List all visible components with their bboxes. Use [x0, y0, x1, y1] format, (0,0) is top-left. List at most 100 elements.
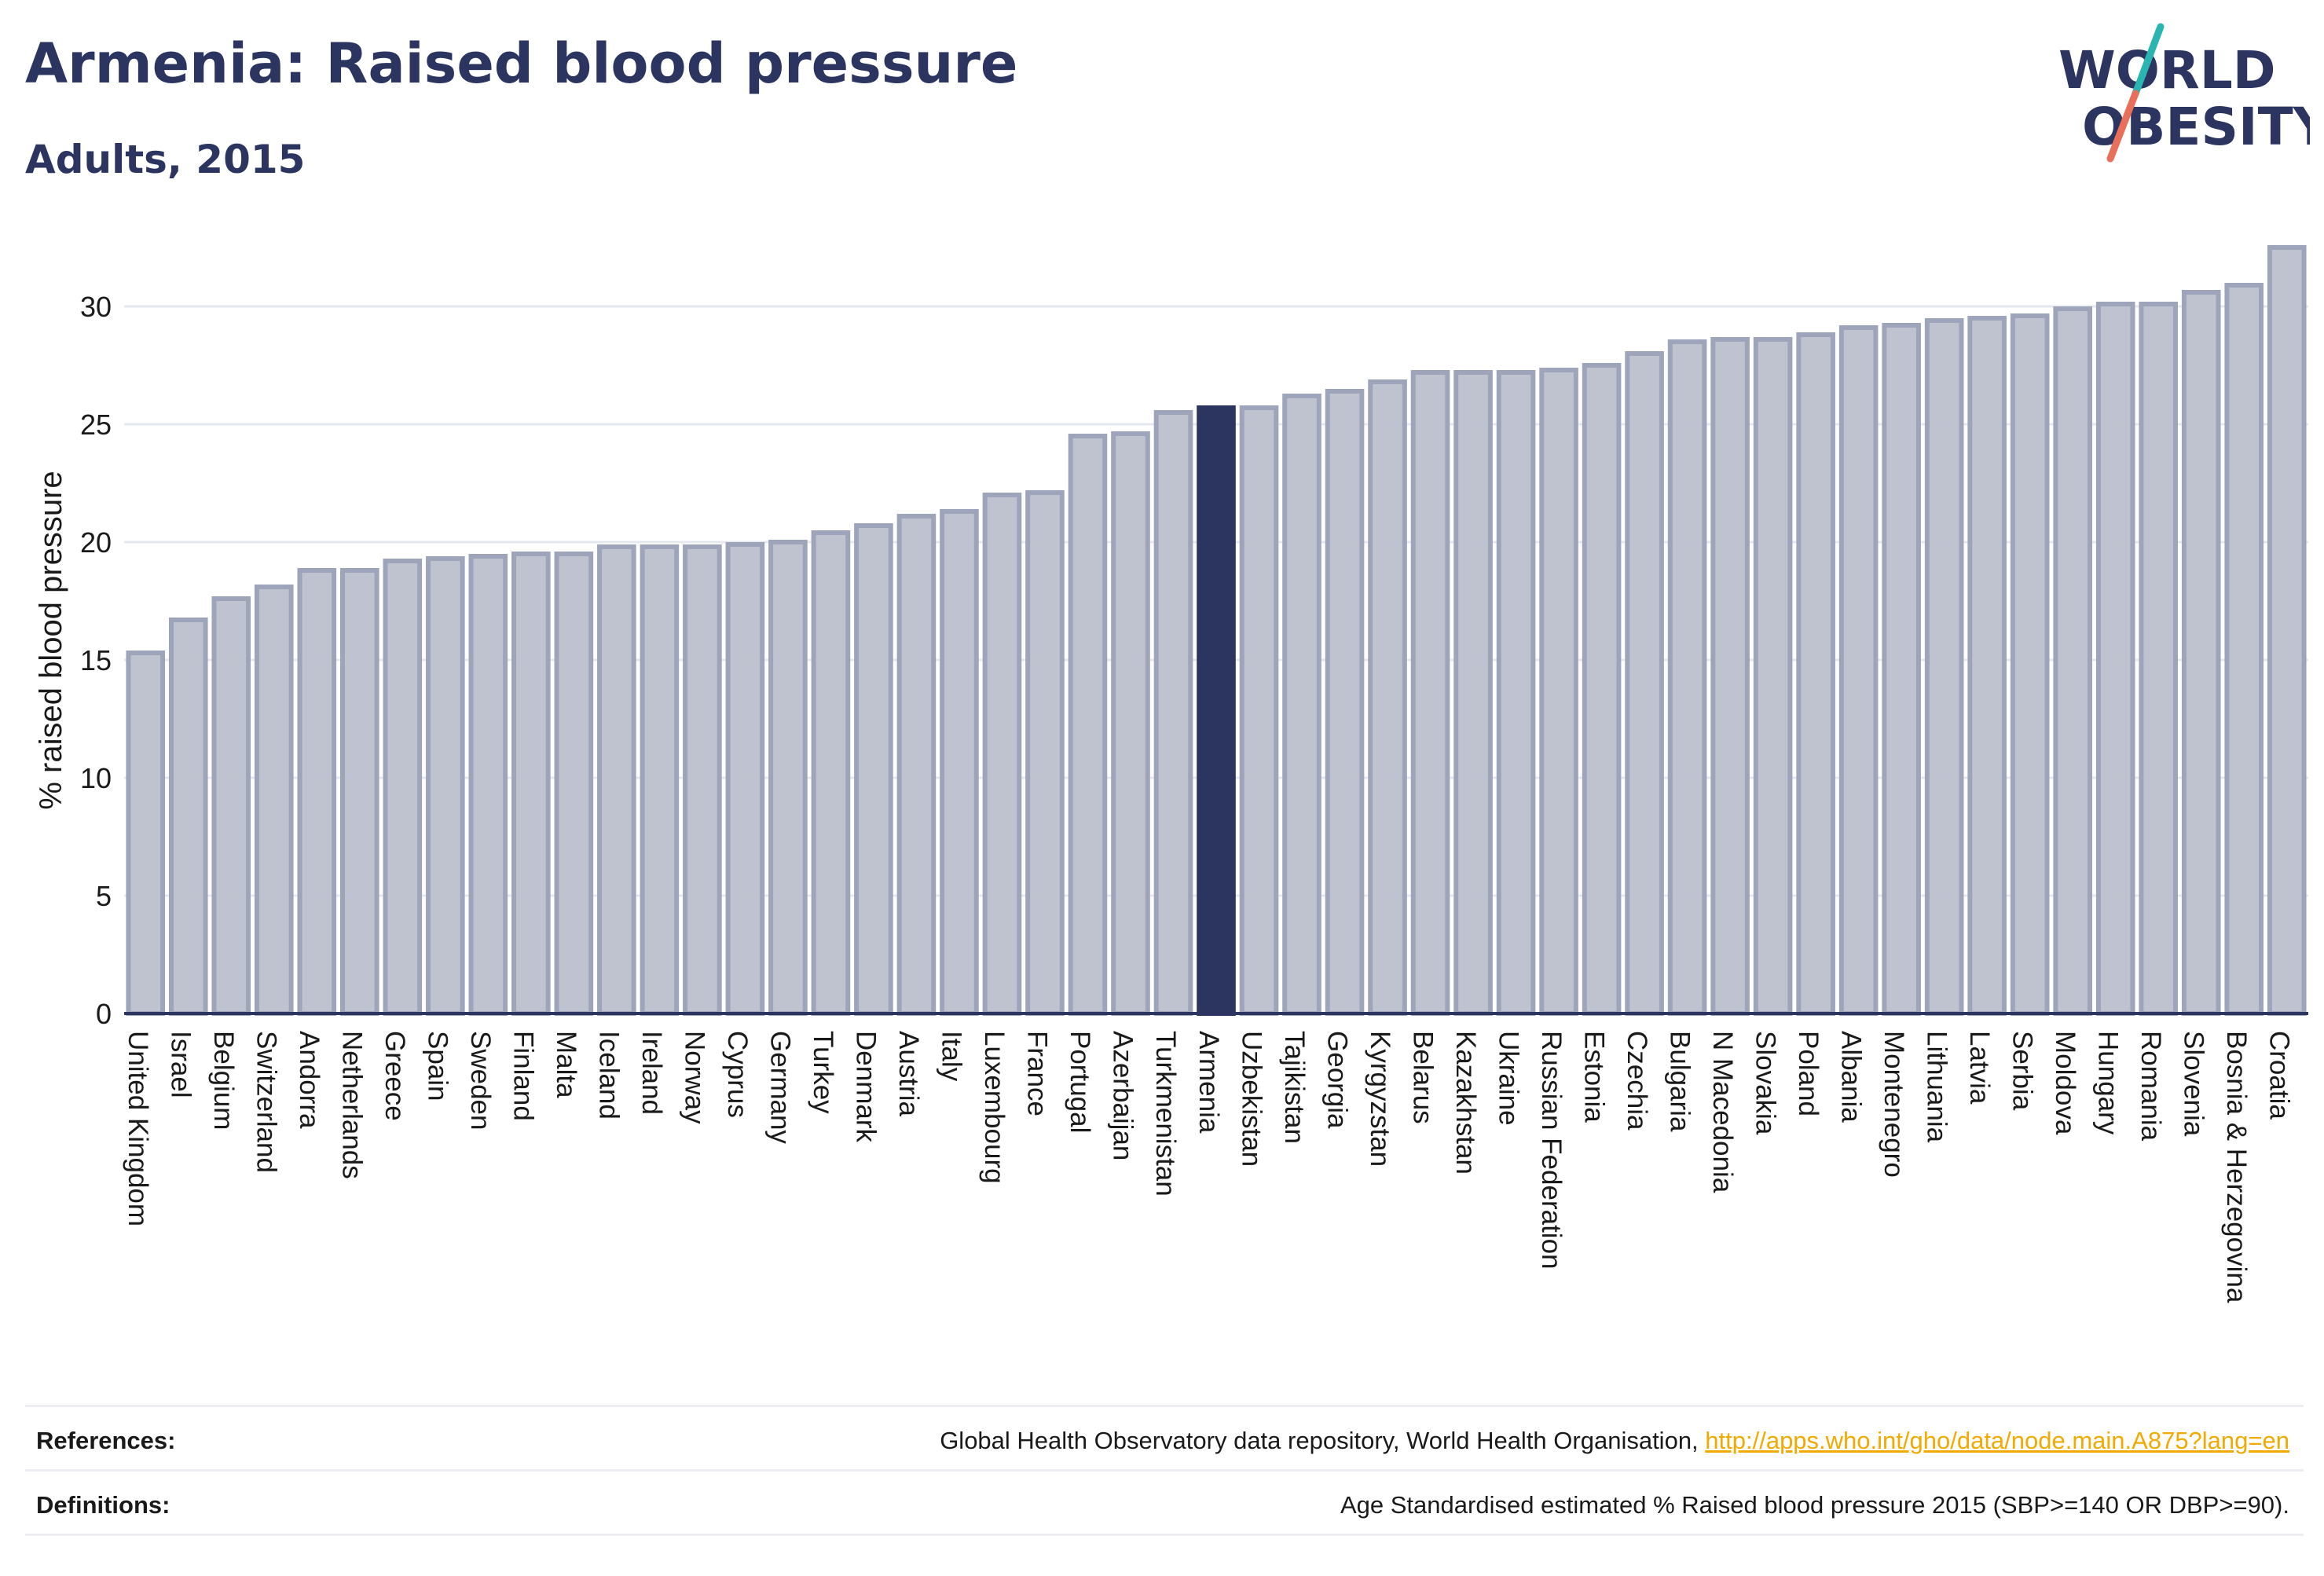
x-tick-label: Switzerland: [251, 1031, 282, 1173]
x-tick-label: Azerbaijan: [1108, 1031, 1138, 1160]
x-tick-label: Italy: [937, 1031, 967, 1082]
bar-turkmenistan[interactable]: [1153, 410, 1193, 1016]
bar-latvia[interactable]: [1967, 316, 2007, 1016]
x-tick-label: Kazakhstan: [1450, 1031, 1481, 1175]
definitions-label: Definitions:: [36, 1491, 170, 1519]
bar-austria[interactable]: [896, 514, 937, 1016]
bar-kazakhstan[interactable]: [1453, 370, 1493, 1016]
references-source: Global Health Observatory data repositor…: [940, 1427, 1706, 1454]
chart-title: Armenia: Raised blood pressure: [25, 31, 1018, 96]
bar-ukraine[interactable]: [1496, 370, 1536, 1016]
bars: [126, 245, 2307, 1016]
bar-italy[interactable]: [940, 509, 979, 1016]
x-tick-label: Austria: [893, 1031, 924, 1116]
bar-georgia[interactable]: [1325, 389, 1365, 1016]
references-text: Global Health Observatory data repositor…: [940, 1427, 2289, 1455]
bar-cyprus[interactable]: [725, 542, 765, 1016]
bar-netherlands[interactable]: [340, 568, 379, 1016]
bar-serbia[interactable]: [2010, 313, 2050, 1016]
bar-iceland[interactable]: [597, 544, 636, 1016]
y-tick-label: 10: [80, 762, 112, 794]
x-tick-label: Poland: [1793, 1031, 1824, 1116]
bar-uzbekistan[interactable]: [1239, 405, 1279, 1016]
bar-tajikistan[interactable]: [1282, 394, 1321, 1016]
x-tick-label: Netherlands: [337, 1031, 368, 1179]
bar-belgium[interactable]: [211, 596, 251, 1016]
bar-israel[interactable]: [168, 618, 208, 1016]
bar-chart: 0 5 10 15 20 25 30 United Kingdom Israel Belgium…: [34, 245, 2308, 1303]
y-tick-label: 15: [80, 644, 112, 676]
bar-moldova[interactable]: [2053, 306, 2092, 1016]
x-tick-labels: United Kingdom Israel Belgium Switzerland An…: [123, 1031, 2294, 1303]
bar-portugal[interactable]: [1068, 434, 1108, 1016]
bar-luxembourg[interactable]: [982, 493, 1022, 1016]
footer-divider-bottom: [25, 1534, 2304, 1536]
x-tick-label: Turkmenistan: [1150, 1031, 1181, 1197]
x-tick-label: Czechia: [1622, 1031, 1652, 1131]
x-tick-label: Andorra: [294, 1031, 324, 1129]
bar-finland[interactable]: [511, 552, 551, 1016]
bar-azerbaijan[interactable]: [1111, 431, 1150, 1016]
x-tick-label: Moldova: [2050, 1031, 2080, 1135]
bar-ireland[interactable]: [640, 544, 680, 1016]
bar-malta[interactable]: [554, 552, 594, 1016]
bar-turkey[interactable]: [811, 530, 851, 1016]
bar-bulgaria[interactable]: [1667, 339, 1707, 1016]
bar-czechia[interactable]: [1625, 351, 1664, 1016]
x-tick-label: Denmark: [851, 1031, 882, 1142]
bar-andorra[interactable]: [297, 568, 337, 1016]
x-tick-label: Tajikistan: [1279, 1031, 1310, 1144]
x-tick-label: Bosnia & Herzegovina: [2221, 1031, 2252, 1303]
bar-poland[interactable]: [1796, 332, 1835, 1016]
bar-russian-federation[interactable]: [1539, 368, 1578, 1016]
x-tick-label: Slovenia: [2178, 1031, 2209, 1137]
bar-denmark[interactable]: [854, 523, 893, 1016]
bar-kyrgyzstan[interactable]: [1368, 379, 1407, 1016]
x-tick-label: Slovakia: [1750, 1031, 1780, 1135]
x-tick-label: Estonia: [1578, 1031, 1609, 1123]
x-tick-label: Belgium: [208, 1031, 239, 1130]
bar-belarus[interactable]: [1410, 370, 1450, 1016]
y-tick-label: 5: [96, 880, 112, 912]
bar-croatia[interactable]: [2267, 245, 2307, 1016]
x-tick-label: Georgia: [1321, 1031, 1352, 1129]
x-tick-label: Luxembourg: [979, 1031, 1010, 1184]
definitions-text: Age Standardised estimated % Raised bloo…: [1340, 1491, 2289, 1519]
bar-france[interactable]: [1025, 490, 1065, 1016]
bar-montenegro[interactable]: [1882, 323, 1921, 1016]
bar-romania[interactable]: [2139, 302, 2179, 1016]
bar-norway[interactable]: [683, 544, 722, 1016]
bar-united-kingdom[interactable]: [126, 651, 166, 1016]
x-tick-label: Malta: [551, 1031, 581, 1098]
bar-estonia[interactable]: [1582, 363, 1622, 1016]
references-link[interactable]: http://apps.who.int/gho/data/node.main.A…: [1705, 1427, 2289, 1454]
bar-lithuania[interactable]: [1924, 318, 1964, 1016]
y-tick-label: 0: [96, 998, 112, 1030]
y-axis-label: % raised blood pressure: [34, 471, 68, 809]
chart-subtitle: Adults, 2015: [25, 137, 306, 182]
x-tick-label: Greece: [379, 1031, 410, 1121]
bar-greece[interactable]: [383, 559, 423, 1016]
x-tick-label: Cyprus: [722, 1031, 753, 1118]
bar-sweden[interactable]: [468, 554, 508, 1016]
x-tick-label: Hungary: [2092, 1031, 2123, 1135]
bar-albania[interactable]: [1838, 325, 1879, 1016]
x-tick-label: Sweden: [465, 1031, 496, 1130]
x-tick-label: Croatia: [2264, 1031, 2294, 1120]
footer-divider-middle: [25, 1469, 2304, 1472]
x-tick-label: Ukraine: [1493, 1031, 1523, 1126]
bar-germany[interactable]: [768, 540, 808, 1016]
bar-slovenia[interactable]: [2181, 290, 2221, 1016]
footer-divider-top: [25, 1405, 2304, 1407]
bar-armenia[interactable]: [1197, 405, 1236, 1016]
bar-slovakia[interactable]: [1753, 337, 1793, 1016]
bar-spain[interactable]: [426, 556, 465, 1016]
x-tick-label: Latvia: [1964, 1031, 1995, 1105]
x-tick-label: Serbia: [2007, 1031, 2037, 1111]
bar-switzerland[interactable]: [254, 585, 294, 1016]
x-tick-label: Kyrgyzstan: [1365, 1031, 1395, 1167]
bar-hungary[interactable]: [2095, 302, 2135, 1016]
bar-n-macedonia[interactable]: [1710, 337, 1750, 1016]
references-label: References:: [36, 1427, 176, 1454]
bar-bosnia-herzegovina[interactable]: [2224, 283, 2264, 1016]
